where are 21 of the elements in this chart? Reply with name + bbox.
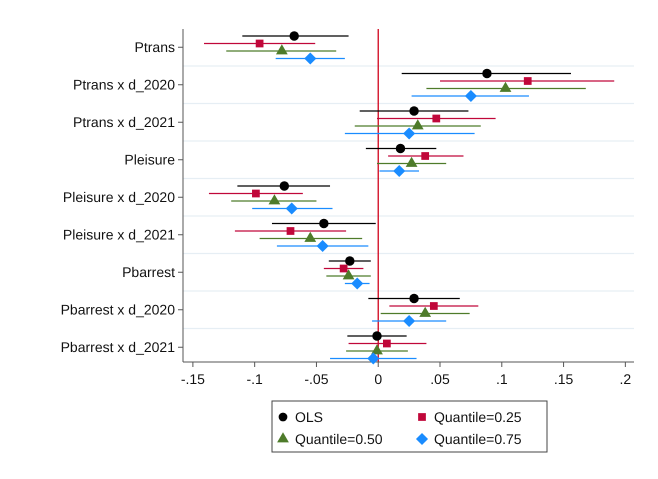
y-tick-label: Pbarrest x d_2020 [60,302,176,318]
legend-label: Quantile=0.75 [434,430,522,447]
y-tick-label: Ptrans [134,39,175,56]
x-tick-label: .2 [620,371,632,387]
x-tick-label: .1 [496,371,508,387]
legend-label: OLS [295,408,324,425]
x-tick-label: 0 [374,371,382,387]
y-tick-label: Pleisure [124,152,176,168]
x-tick-label: -.05 [304,371,329,387]
legend-label: Quantile=0.50 [295,430,383,447]
x-tick-label: -.15 [180,371,206,387]
y-tick-label: Pbarrest x d_2021 [60,339,176,356]
x-tick-label: -.1 [246,371,264,387]
y-tick-label: Pbarrest [122,264,176,280]
y-tick-label: Ptrans x d_2020 [73,76,176,93]
y-tick-label: Pleisure x d_2020 [62,189,176,206]
y-tick-label: Ptrans x d_2021 [73,114,176,130]
y-tick-label: Pleisure x d_2021 [62,226,176,243]
legend-label: Quantile=0.25 [434,408,522,425]
x-tick-label: .05 [430,371,450,387]
x-tick-label: .15 [554,371,574,387]
